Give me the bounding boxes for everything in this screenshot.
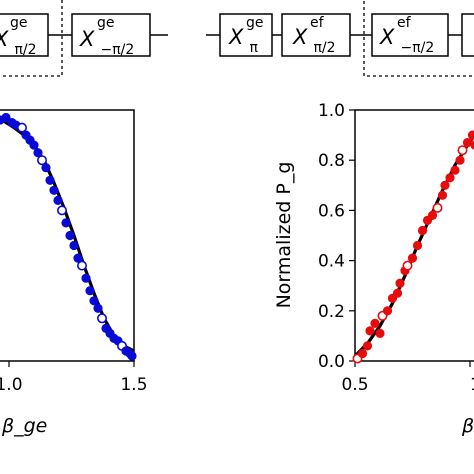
right-data-point <box>450 165 460 175</box>
gate-left-2-label: X −π/2 <box>79 27 134 58</box>
left-data-point <box>69 240 79 251</box>
left-plot: 1.0 1.5 β_ge <box>0 109 148 437</box>
right-y-ticks: 0.0 0.2 0.4 0.6 0.8 1.0 <box>318 101 355 372</box>
left-data-point <box>36 155 47 166</box>
right-data-point <box>392 288 403 298</box>
right-data-point <box>417 225 428 236</box>
gate-right-1-sup: ge <box>246 15 264 31</box>
left-data-point <box>56 205 67 216</box>
right-plot-frame <box>354 109 474 362</box>
right-data-point <box>437 190 448 200</box>
right-y-tick-label: 0.6 <box>318 201 345 221</box>
left-data-point <box>81 273 91 283</box>
right-data-point <box>427 210 438 220</box>
gate-box-right-4-partial <box>461 13 474 57</box>
gate-left-2-sup: ge <box>97 15 115 31</box>
gate-box-left-2 <box>71 13 151 57</box>
gate-right-2-label: X π/2 <box>292 25 336 56</box>
left-data-point <box>1 112 11 123</box>
right-data-point <box>440 180 450 190</box>
right-data-point <box>407 253 418 263</box>
left-data-point <box>89 296 99 306</box>
right-data-point <box>370 318 380 328</box>
left-data-point <box>93 303 103 313</box>
left-data-point <box>16 122 27 133</box>
left-data-point <box>61 218 71 228</box>
right-y-axis-label: Normalized P_g <box>273 162 295 309</box>
right-data-points <box>352 130 474 364</box>
left-data-point <box>73 253 83 263</box>
circuit-left: X π/2 ge X −π/2 ge <box>0 0 168 77</box>
left-data-point <box>41 163 51 173</box>
circuit-right-dashed-box <box>363 0 474 77</box>
left-data-points <box>0 112 137 361</box>
right-data-point <box>375 328 385 338</box>
gate-right-1-label: X π <box>228 25 258 56</box>
right-data-point <box>432 202 443 213</box>
right-y-tick-label: 0.2 <box>318 302 345 322</box>
left-data-point <box>45 175 55 185</box>
left-x-tick-label: 1.5 <box>120 375 147 395</box>
gate-right-2-sup: ef <box>310 15 325 31</box>
left-data-point <box>97 313 108 324</box>
left-data-point <box>65 230 75 241</box>
right-data-point <box>382 306 393 316</box>
right-data-point <box>470 140 474 150</box>
right-data-point <box>362 341 373 351</box>
right-x-tick-label: 1 <box>470 375 474 395</box>
left-data-point <box>33 148 43 158</box>
gate-left-1-sup: ge <box>10 15 28 31</box>
right-data-point <box>402 260 413 271</box>
left-x-tick-label: 1.0 <box>0 375 23 395</box>
right-data-point <box>365 326 375 336</box>
gate-box-right-2 <box>281 13 351 57</box>
right-data-point <box>357 348 368 359</box>
right-x-tick-label: 0.5 <box>341 375 368 395</box>
right-x-axis-label: β <box>461 415 474 437</box>
right-data-point <box>412 240 423 251</box>
gate-right-3-sup: ef <box>397 15 412 31</box>
right-y-tick-label: 0.4 <box>318 252 345 272</box>
right-data-point <box>445 173 455 183</box>
left-data-point <box>29 140 39 150</box>
right-y-tick-label: 1.0 <box>318 101 345 121</box>
circuit-right: X π ge X π/2 ef X −π/2 ef <box>206 0 474 77</box>
left-data-point <box>77 260 88 271</box>
left-plot-frame <box>0 109 135 362</box>
left-data-point <box>127 351 137 361</box>
right-y-tick-label: 0.0 <box>318 352 345 372</box>
left-data-point <box>85 286 95 296</box>
right-data-point <box>395 278 405 288</box>
gate-right-3-label: X −π/2 <box>379 25 434 56</box>
left-data-point <box>53 195 63 205</box>
right-plot: 0.0 0.2 0.4 0.6 0.8 1.0 0.5 1 β Normalized P_… <box>273 101 474 437</box>
left-x-axis-label: β_ge <box>1 415 47 437</box>
right-data-point <box>455 155 465 165</box>
right-data-point <box>457 145 468 156</box>
right-y-tick-label: 0.8 <box>318 151 345 171</box>
right-data-point <box>467 130 474 140</box>
left-data-point <box>49 185 59 195</box>
gate-left-1-label: X π/2 <box>0 27 37 58</box>
